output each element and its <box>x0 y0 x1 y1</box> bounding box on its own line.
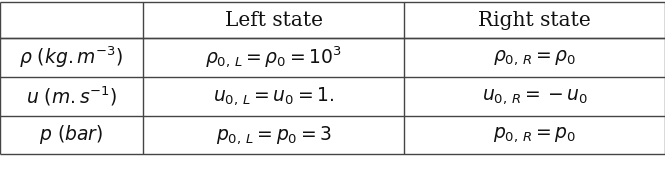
Bar <box>0 2 665 154</box>
Text: Right state: Right state <box>478 10 591 30</box>
Text: $u_{0,\,R} = -u_0$: $u_{0,\,R} = -u_0$ <box>481 87 588 106</box>
Text: $u_{0,\,L} = u_0 = 1.$: $u_{0,\,L} = u_0 = 1.$ <box>213 85 334 107</box>
Text: $\rho_{0,\,R} = \rho_0$: $\rho_{0,\,R} = \rho_0$ <box>493 48 577 67</box>
Text: $u\ (m.s^{-1})$: $u\ (m.s^{-1})$ <box>26 84 117 108</box>
Text: Left state: Left state <box>225 10 323 30</box>
Text: $p\ (bar)$: $p\ (bar)$ <box>39 123 104 146</box>
Text: $\rho\ (kg.m^{-3})$: $\rho\ (kg.m^{-3})$ <box>19 45 124 70</box>
Text: $p_{0,\,L} = p_0 = 3$: $p_{0,\,L} = p_0 = 3$ <box>215 124 332 146</box>
Text: $p_{0,\,R} = p_0$: $p_{0,\,R} = p_0$ <box>493 125 577 144</box>
Text: $\rho_{0,\,L} = \rho_0 = 10^3$: $\rho_{0,\,L} = \rho_0 = 10^3$ <box>205 45 342 70</box>
